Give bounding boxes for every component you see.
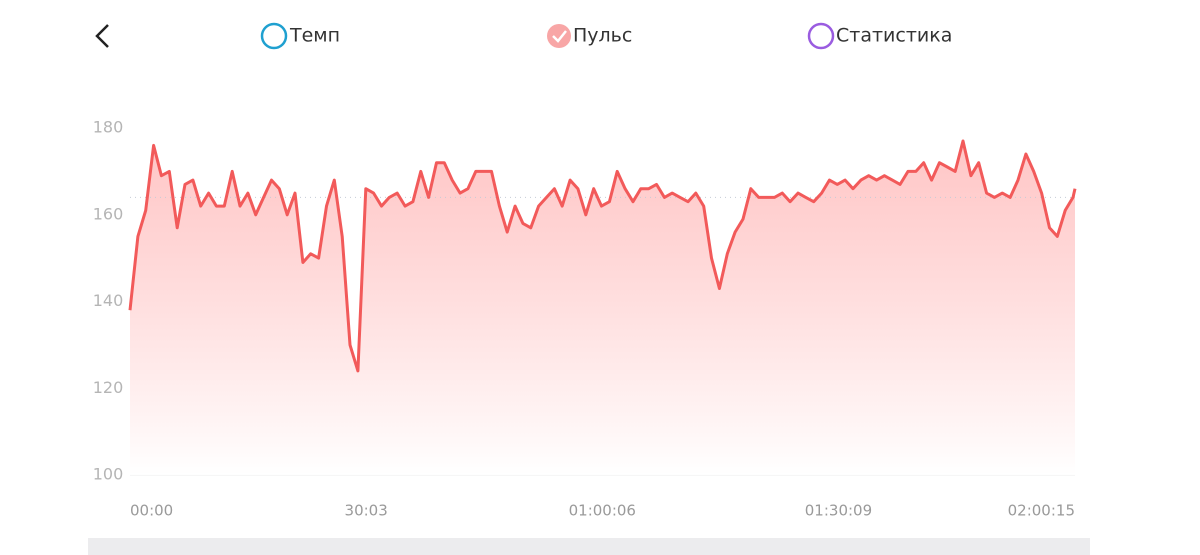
y-tick-label: 120 (93, 378, 124, 397)
back-button[interactable] (95, 24, 109, 48)
chart: 100 120 140 160 180 00:00 30:03 01:00:06 01:30:0… (93, 118, 1077, 520)
tab-label: Статистика (836, 25, 952, 47)
y-tick-label: 180 (93, 118, 124, 137)
tab-label: Темп (289, 25, 340, 47)
bottom-panel (88, 538, 1090, 555)
x-tick-label: 30:03 (345, 502, 388, 520)
tab-pace[interactable]: Темп (260, 22, 340, 50)
y-tick-label: 100 (93, 465, 124, 484)
check-mark (552, 30, 567, 43)
line (128, 139, 1077, 373)
tab-icon (260, 22, 288, 50)
x-tick-label: 01:30:09 (805, 502, 872, 520)
x-tick-label: 02:00:15 (1008, 502, 1075, 520)
tab-icon (547, 24, 571, 48)
area (130, 141, 1075, 475)
y-tick-label: 140 (93, 291, 124, 310)
tab-statistics[interactable]: Статистика (807, 22, 952, 50)
tab-pulse[interactable]: Пульс (547, 24, 632, 48)
y-tick-label: 160 (93, 204, 124, 223)
x-tick-label: 01:00:06 (569, 502, 636, 520)
tab-label: Пульс (573, 25, 632, 47)
tab-icon (807, 22, 835, 50)
x-tick-label: 00:00 (130, 502, 173, 520)
